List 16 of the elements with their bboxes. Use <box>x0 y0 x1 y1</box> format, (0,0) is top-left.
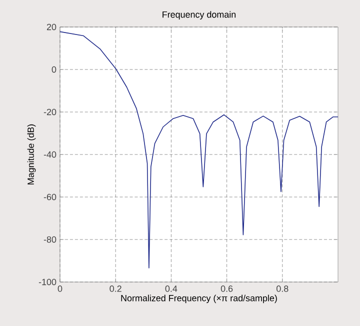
y-tick-label: 0 <box>52 66 56 73</box>
y-tick-label: -100 <box>38 278 56 286</box>
x-tick-label: 0.6 <box>220 286 233 292</box>
x-axis-title: Normalized Frequency (×π rad/sample) <box>121 294 277 304</box>
y-tick-label: 20 <box>46 24 56 30</box>
y-tick-label: -60 <box>44 194 56 200</box>
line-series <box>60 31 338 268</box>
x-tick-label: 0 <box>58 286 62 292</box>
x-tick-label: 0.2 <box>110 286 122 292</box>
x-tick-label: 0.4 <box>165 286 178 292</box>
y-tick-label: -40 <box>44 151 56 158</box>
chart-title: Frequency domain <box>162 11 236 20</box>
y-tick-label: -80 <box>44 236 56 243</box>
y-tick-label: -20 <box>44 108 56 116</box>
x-tick-label: 0.8 <box>276 286 288 292</box>
y-axis-title: Magnitude (dB) <box>27 124 36 184</box>
